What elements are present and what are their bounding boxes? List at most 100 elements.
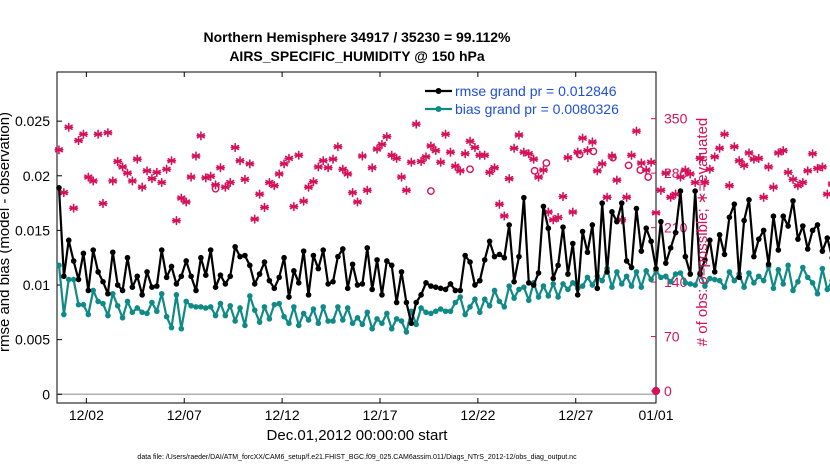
bias-point	[335, 304, 341, 310]
obs-evaluated-marker	[294, 150, 304, 160]
obs-evaluated-marker	[729, 142, 739, 152]
bias-point	[525, 297, 532, 304]
rmse-point	[795, 236, 801, 242]
obs-evaluated-marker	[670, 189, 681, 199]
bias-point	[428, 310, 434, 317]
bias-point	[281, 313, 287, 320]
rmse-point	[291, 268, 297, 274]
obs-evaluated-marker	[690, 177, 700, 188]
obs-evaluated-marker	[64, 122, 74, 132]
obs-evaluated-marker	[259, 202, 270, 212]
bias-point	[325, 318, 331, 324]
obs-evaluated-marker	[230, 142, 240, 153]
rmse-point	[300, 248, 307, 254]
obs-evaluated-marker	[489, 163, 500, 173]
bias-point	[202, 305, 209, 311]
bias-point	[584, 274, 591, 281]
bias-point	[80, 301, 87, 308]
obs-evaluated-marker	[220, 182, 230, 192]
obs-evaluated-marker	[328, 154, 338, 164]
rmse-point	[369, 286, 375, 293]
obs-evaluated-marker	[411, 119, 421, 129]
bias-point	[628, 283, 635, 289]
obs-evaluated-marker	[362, 185, 372, 195]
obs-evaluated-marker	[817, 162, 827, 172]
rmse-point	[628, 264, 635, 271]
rmse-point	[183, 258, 189, 264]
rmse-point	[129, 284, 136, 291]
rmse-point	[374, 257, 380, 263]
bias-point	[804, 274, 811, 281]
obs-evaluated-marker	[685, 169, 695, 179]
rmse-point	[574, 292, 581, 298]
bias-point	[555, 294, 561, 300]
obs-possible-marker	[624, 161, 633, 170]
rmse-point	[658, 218, 664, 225]
obs-evaluated-marker	[514, 130, 524, 140]
rmse-point	[672, 229, 679, 236]
chart-title-line1: Northern Hemisphere 34917 / 35230 = 99.1…	[203, 29, 511, 45]
y-left-tick-label: 0.015	[15, 222, 50, 238]
rmse-point	[437, 285, 444, 292]
bias-point	[751, 280, 757, 286]
rmse-point	[408, 320, 415, 327]
rmse-point	[339, 246, 346, 252]
obs-evaluated-marker	[587, 137, 597, 147]
obs-evaluated-marker	[299, 196, 309, 206]
obs-evaluated-marker	[788, 174, 798, 184]
obs-evaluated-marker	[215, 163, 226, 173]
obs-evaluated-marker	[73, 135, 84, 146]
bias-point	[545, 293, 552, 299]
rmse-point	[286, 294, 292, 300]
bias-point	[565, 286, 571, 293]
obs-evaluated-marker	[798, 177, 808, 188]
y-right-tick-label: 70	[664, 329, 680, 345]
rmse-point	[354, 282, 361, 288]
obs-evaluated-marker	[431, 145, 441, 156]
obs-evaluated-marker	[103, 128, 113, 138]
obs-evaluated-marker	[382, 131, 392, 142]
bias-point	[760, 277, 767, 284]
rmse-point	[168, 263, 175, 270]
x-tick-label: 12/07	[167, 407, 202, 423]
rmse-point	[481, 257, 488, 263]
y-right-tick-label: 140	[664, 274, 688, 290]
bias-point	[173, 292, 180, 298]
rmse-point	[320, 247, 327, 253]
bias-point	[379, 320, 385, 327]
rmse-point	[687, 271, 694, 277]
bias-point	[501, 304, 508, 310]
obs-possible-marker	[636, 166, 645, 174]
bias-point	[393, 316, 400, 322]
rmse-point	[594, 285, 601, 292]
rmse-point	[163, 274, 170, 281]
rmse-point	[785, 223, 791, 229]
rmse-point	[751, 253, 757, 260]
obs-evaluated-marker	[499, 211, 509, 221]
obs-evaluated-marker	[675, 172, 686, 182]
rmse-point	[281, 254, 287, 261]
obs-evaluated-marker	[763, 162, 774, 172]
bias-point	[516, 286, 522, 293]
plot-frame	[56, 71, 657, 404]
rmse-point	[134, 273, 141, 280]
obs-evaluated-marker	[93, 129, 103, 139]
bias-point	[437, 306, 444, 312]
rmse-point	[809, 227, 816, 234]
bias-point	[256, 319, 263, 325]
obs-evaluated-marker	[142, 166, 152, 176]
rmse-point	[188, 273, 194, 280]
rmse-point	[237, 253, 243, 260]
obs-evaluated-marker	[460, 149, 470, 159]
obs-evaluated-marker	[465, 136, 475, 146]
rmse-point	[530, 282, 537, 288]
obs-evaluated-marker	[622, 192, 632, 202]
bias-point	[814, 290, 821, 297]
obs-evaluated-marker	[59, 188, 69, 198]
rmse-point	[315, 265, 322, 272]
rmse-point	[765, 261, 772, 268]
bias-point	[398, 318, 405, 324]
rmse-point	[525, 280, 532, 286]
bias-point	[315, 320, 322, 327]
obs-evaluated-marker	[529, 154, 539, 164]
